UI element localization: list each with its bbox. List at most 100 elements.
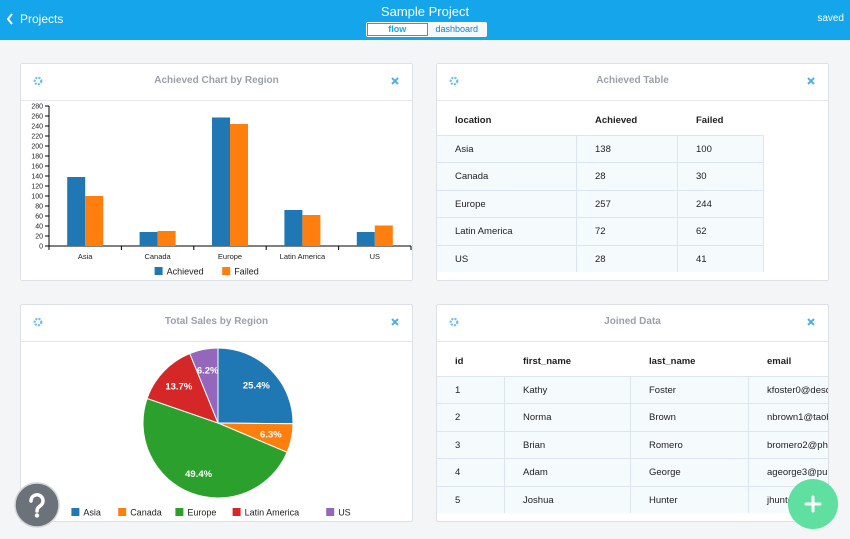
bar <box>230 124 248 246</box>
column-header: Failed <box>696 115 724 126</box>
panel: Total Sales by Region 25.4% 6.3% 49.4% 13.7… <box>20 304 413 522</box>
y-tick-label: 200 <box>31 144 43 151</box>
column-header: last_name <box>649 356 696 367</box>
table-row: Latin America 72 62 <box>437 217 764 245</box>
bar <box>302 215 321 246</box>
table-row: US 28 41 <box>437 244 764 272</box>
bar <box>139 232 158 246</box>
project-title: Sample Project <box>380 4 470 19</box>
column-header: location <box>455 115 492 126</box>
table-cell: Europe <box>437 189 577 217</box>
table-cell: 30 <box>678 162 764 190</box>
panel-header: Total Sales by Region <box>21 305 412 342</box>
save-status: saved <box>817 13 844 24</box>
legend-swatch <box>71 508 80 516</box>
close-icon[interactable] <box>389 75 401 87</box>
y-tick-label: 260 <box>31 114 43 121</box>
panel-header: Achieved Chart by Region <box>21 64 412 101</box>
x-tick-label: US <box>370 252 380 261</box>
table-cell: 244 <box>678 189 764 217</box>
panel-title: Joined Data <box>604 316 661 327</box>
table-cell: George <box>631 458 749 486</box>
y-tick-label: 240 <box>31 124 43 131</box>
legend-swatch <box>326 508 335 516</box>
x-tick-label: Asia <box>78 252 93 261</box>
close-icon[interactable] <box>805 316 817 328</box>
gear <box>33 317 43 327</box>
y-tick-label: 280 <box>31 104 43 111</box>
slice-label: 13.7% <box>165 381 192 392</box>
bar-chart: 0 20 40 60 80 100 120 140 160 180 200 220 240 260 280 A… <box>31 104 412 277</box>
table-cell: Foster <box>631 375 749 403</box>
pie-slice <box>217 347 294 425</box>
slice-label: 25.4% <box>243 380 270 391</box>
y-tick-label: 80 <box>35 204 43 211</box>
table-cell: Romero <box>631 430 749 458</box>
y-tick-label: 20 <box>35 234 43 241</box>
column-header: Achieved <box>595 115 638 126</box>
y-tick-label: 180 <box>31 154 43 161</box>
legend-label: Achieved <box>167 267 204 277</box>
table-cell: kfoster0@desdo <box>749 375 828 403</box>
settings-icon[interactable] <box>32 75 44 87</box>
column-header: first_name <box>523 356 572 367</box>
table-cell: 41 <box>678 244 764 272</box>
table-row: Europe 257 244 <box>437 189 764 217</box>
gear <box>449 317 459 327</box>
y-tick-label: 220 <box>31 134 43 141</box>
y-tick-label: 100 <box>31 194 43 201</box>
close-icon[interactable] <box>805 75 817 87</box>
legend-swatch <box>118 508 127 516</box>
slice-label: 6.2% <box>197 366 219 377</box>
table-cell: Kathy <box>505 375 631 403</box>
y-tick-label: 160 <box>31 164 43 171</box>
table-cell: 5 <box>437 485 505 513</box>
pie-slice <box>142 397 288 499</box>
bar <box>356 232 375 246</box>
table-row: Canada 28 30 <box>437 162 764 190</box>
x-tick-label: Latin America <box>280 252 326 261</box>
panel: Achieved Chart by Region 0 20 40 60 80 100 120… <box>20 63 413 281</box>
settings-icon[interactable] <box>448 316 460 328</box>
table-cell: 1 <box>437 375 505 403</box>
legend-label: Canada <box>130 508 162 518</box>
table-cell: Latin America <box>437 217 577 245</box>
pie-chart: 25.4% 6.3% 49.4% 13.7% 6.2% Asia Canada Europe L… <box>71 347 351 518</box>
settings-icon[interactable] <box>32 316 44 328</box>
bar <box>85 196 104 246</box>
column-header: email <box>767 356 792 367</box>
table-cell: nbrown1@taoba <box>749 403 828 431</box>
bar <box>212 117 230 246</box>
panel-title: Achieved Chart by Region <box>154 75 279 86</box>
y-tick-label: 120 <box>31 184 43 191</box>
gear <box>33 76 43 86</box>
table-cell: 28 <box>577 244 678 272</box>
back-icon[interactable] <box>6 13 14 25</box>
close-x <box>807 77 815 85</box>
gear <box>449 76 459 86</box>
add-button[interactable] <box>787 478 839 530</box>
table-body: 1KathyFosterkfoster0@desdo2NormaBrownnbr… <box>437 375 828 513</box>
panel-header: Achieved Table <box>437 64 828 101</box>
bar <box>67 177 86 246</box>
table-cell: 138 <box>577 134 678 162</box>
legend-swatch <box>175 508 184 516</box>
close-icon[interactable] <box>389 316 401 328</box>
header: Projects Sample Project flow dashboard s… <box>0 0 850 40</box>
back-link[interactable]: Projects <box>20 12 64 26</box>
table-cell: 2 <box>437 403 505 431</box>
tab[interactable]: flow <box>367 23 428 36</box>
table-cell: Asia <box>437 134 577 162</box>
legend-label: Failed <box>234 267 259 277</box>
close-x <box>391 77 399 85</box>
table-header-row: location Achieved Failed <box>437 107 764 135</box>
table: id first_name last_name email 1 Kathy Foster kf… <box>437 348 828 513</box>
pie-slice <box>146 352 219 424</box>
table-cell: Brian <box>505 430 631 458</box>
panel: Joined Data id first_name last_name email 1 K… <box>436 304 829 522</box>
tab[interactable]: dashboard <box>427 23 486 36</box>
table-cell: bromero2@php <box>749 430 828 458</box>
settings-icon[interactable] <box>448 75 460 87</box>
help-button[interactable] <box>14 482 60 528</box>
